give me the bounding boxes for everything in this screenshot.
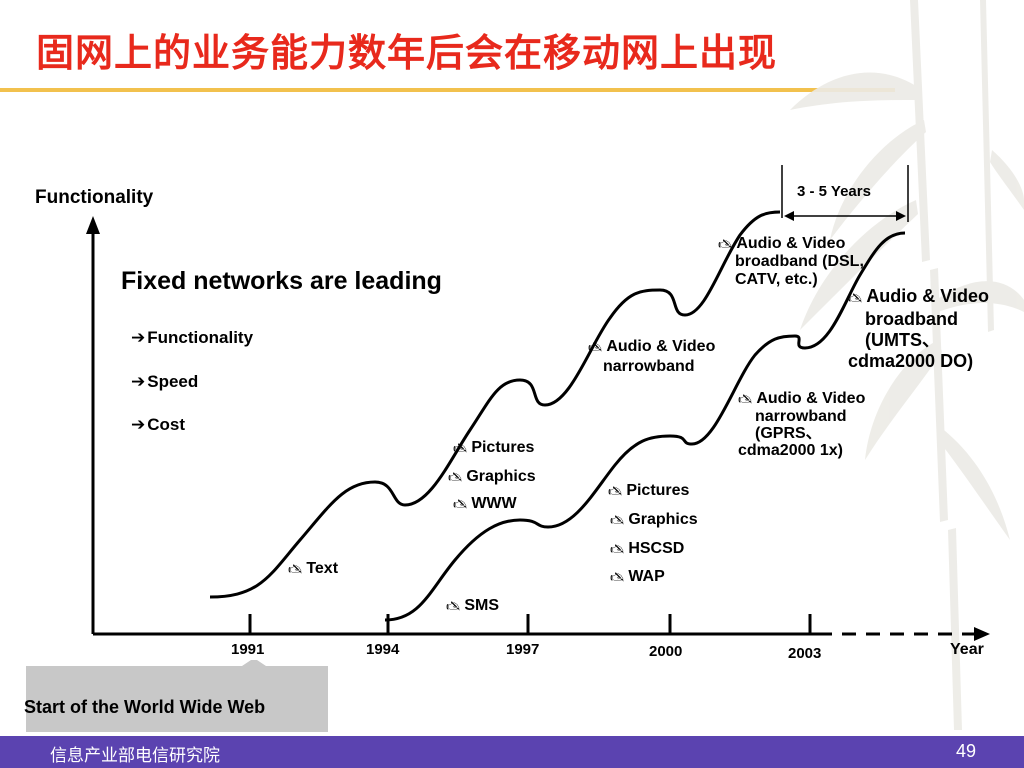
writing-hand-icon: 🖎 xyxy=(453,441,468,455)
writing-hand-icon: 🖎 xyxy=(610,570,625,584)
mobile-item-av-broadband: 🖎 Audio & Video broadband (UMTS、 cdma2000 DO… xyxy=(848,286,989,371)
writing-hand-icon: 🖎 xyxy=(288,562,303,576)
year-1997: 1997 xyxy=(506,641,540,658)
mobile-item-hscsd: 🖎 HSCSD xyxy=(610,540,685,557)
y-axis-arrowhead xyxy=(86,216,100,234)
writing-hand-icon: 🖎 xyxy=(453,497,468,511)
www-callout-text: Start of the World Wide Web xyxy=(24,697,266,717)
mobile-item-sms: 🖎 SMS xyxy=(446,597,499,614)
bracket-arrow-right xyxy=(896,211,906,221)
year-2000: 2000 xyxy=(649,643,683,660)
mobile-network-curve xyxy=(384,231,906,622)
title-underline xyxy=(0,88,895,92)
gap-label: 3 - 5 Years xyxy=(797,183,871,200)
mobile-item-pictures: 🖎 Pictures xyxy=(608,482,690,499)
mobile-item-av-narrowband: 🖎 Audio & Video narrowband (GPRS、 cdma2000 1… xyxy=(738,390,866,459)
arrow-right-icon: ➔ xyxy=(131,415,146,435)
writing-hand-icon: 🖎 xyxy=(718,237,733,251)
x-axis-arrowhead xyxy=(974,627,990,641)
footer-bar xyxy=(0,736,1024,768)
bullet-speed: ➔ Speed xyxy=(131,372,199,392)
slide-title: 固网上的业务能力数年后会在移动网上出现 xyxy=(36,31,778,75)
writing-hand-icon: 🖎 xyxy=(738,392,753,406)
fixed-network-curve xyxy=(209,210,781,599)
bullet-functionality: ➔ Functionality xyxy=(131,328,254,348)
writing-hand-icon: 🖎 xyxy=(588,340,603,354)
writing-hand-icon: 🖎 xyxy=(848,291,863,305)
fixed-item-av-narrowband: 🖎 Audio & Video narrowband xyxy=(588,338,716,375)
y-axis-label: Functionality xyxy=(35,187,154,208)
bracket-arrow-left xyxy=(784,211,794,221)
arrow-right-icon: ➔ xyxy=(131,328,146,348)
bamboo-watermark xyxy=(790,0,1024,730)
mobile-item-wap: 🖎 WAP xyxy=(610,568,665,585)
fixed-item-av-broadband: 🖎 Audio & Video broadband (DSL, CATV, etc.) xyxy=(718,235,864,288)
fixed-item-graphics: 🖎 Graphics xyxy=(448,468,536,485)
year-1991: 1991 xyxy=(231,641,265,658)
fixed-item-pictures: 🖎 Pictures xyxy=(453,439,535,456)
bullet-cost: ➔ Cost xyxy=(131,415,186,435)
fixed-item-text: 🖎 Text xyxy=(288,560,339,577)
x-axis-label: Year xyxy=(950,641,984,658)
writing-hand-icon: 🖎 xyxy=(448,470,463,484)
writing-hand-icon: 🖎 xyxy=(610,513,625,527)
year-1994: 1994 xyxy=(366,641,400,658)
www-callout-tab xyxy=(26,660,328,732)
writing-hand-icon: 🖎 xyxy=(610,542,625,556)
arrow-right-icon: ➔ xyxy=(131,372,146,392)
writing-hand-icon: 🖎 xyxy=(446,599,461,613)
writing-hand-icon: 🖎 xyxy=(608,484,623,498)
footer-organization: 信息产业部电信研究院 xyxy=(50,746,220,766)
fixed-item-www: 🖎 WWW xyxy=(453,495,517,512)
headline: Fixed networks are leading xyxy=(121,267,442,295)
page-number: 49 xyxy=(956,741,977,761)
year-2003: 2003 xyxy=(788,645,822,662)
mobile-item-graphics: 🖎 Graphics xyxy=(610,511,698,528)
